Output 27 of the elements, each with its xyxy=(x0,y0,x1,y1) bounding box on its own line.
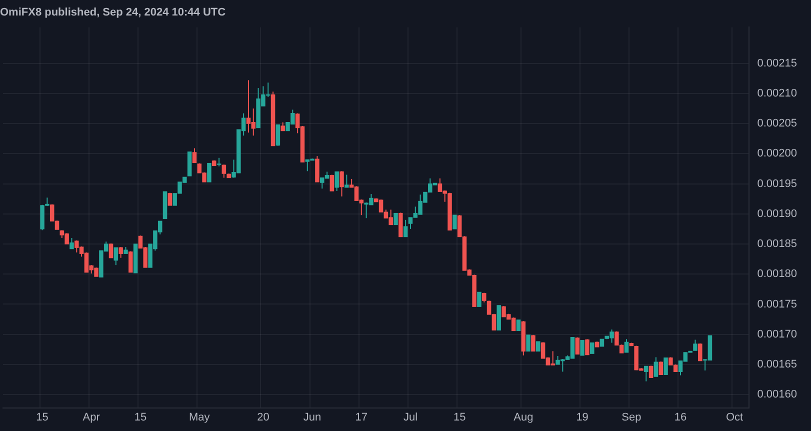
y-tick-label: 0.00175 xyxy=(757,298,798,310)
y-tick-label: 0.00185 xyxy=(757,238,798,250)
x-tick-label: Apr xyxy=(82,411,100,424)
chart-title: OmiFX8 published, Sep 24, 2024 10:44 UTC xyxy=(0,6,226,19)
y-tick-label: 0.00195 xyxy=(757,178,798,190)
y-tick-label: 0.00210 xyxy=(757,87,798,100)
y-tick-label: 0.00190 xyxy=(757,208,798,220)
x-tick-label: 19 xyxy=(576,411,588,424)
x-tick-label: 16 xyxy=(674,411,687,424)
x-tick-label: 17 xyxy=(355,411,368,424)
x-tick-label: Aug xyxy=(514,411,534,424)
x-tick-label: Sep xyxy=(622,411,642,424)
y-tick-label: 0.00205 xyxy=(757,118,798,130)
x-tick-label: Oct xyxy=(726,411,744,424)
y-tick-label: 0.00215 xyxy=(757,57,798,70)
y-tick-label: 0.00165 xyxy=(757,358,798,370)
y-tick-label: 0.00160 xyxy=(757,388,798,401)
x-tick-label: Jun xyxy=(303,411,322,424)
x-tick-label: 15 xyxy=(453,411,466,424)
x-tick-label: May xyxy=(188,411,210,424)
x-tick-label: 20 xyxy=(257,411,270,424)
y-tick-label: 0.00200 xyxy=(757,148,798,160)
x-tick-label: 15 xyxy=(36,411,48,424)
x-tick-label: 15 xyxy=(134,411,147,424)
y-tick-label: 0.00180 xyxy=(757,268,798,280)
x-tick-label: Jul xyxy=(403,411,418,424)
y-tick-label: 0.00170 xyxy=(757,328,798,340)
